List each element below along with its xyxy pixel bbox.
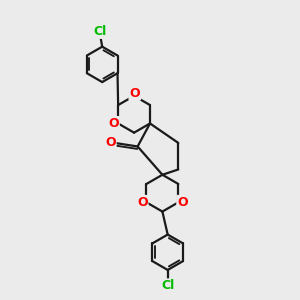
Text: O: O (105, 136, 116, 149)
Text: O: O (108, 117, 119, 130)
Text: O: O (130, 86, 140, 100)
Text: Cl: Cl (161, 279, 174, 292)
Text: O: O (137, 196, 148, 209)
Text: O: O (177, 196, 188, 209)
Text: Cl: Cl (93, 25, 106, 38)
